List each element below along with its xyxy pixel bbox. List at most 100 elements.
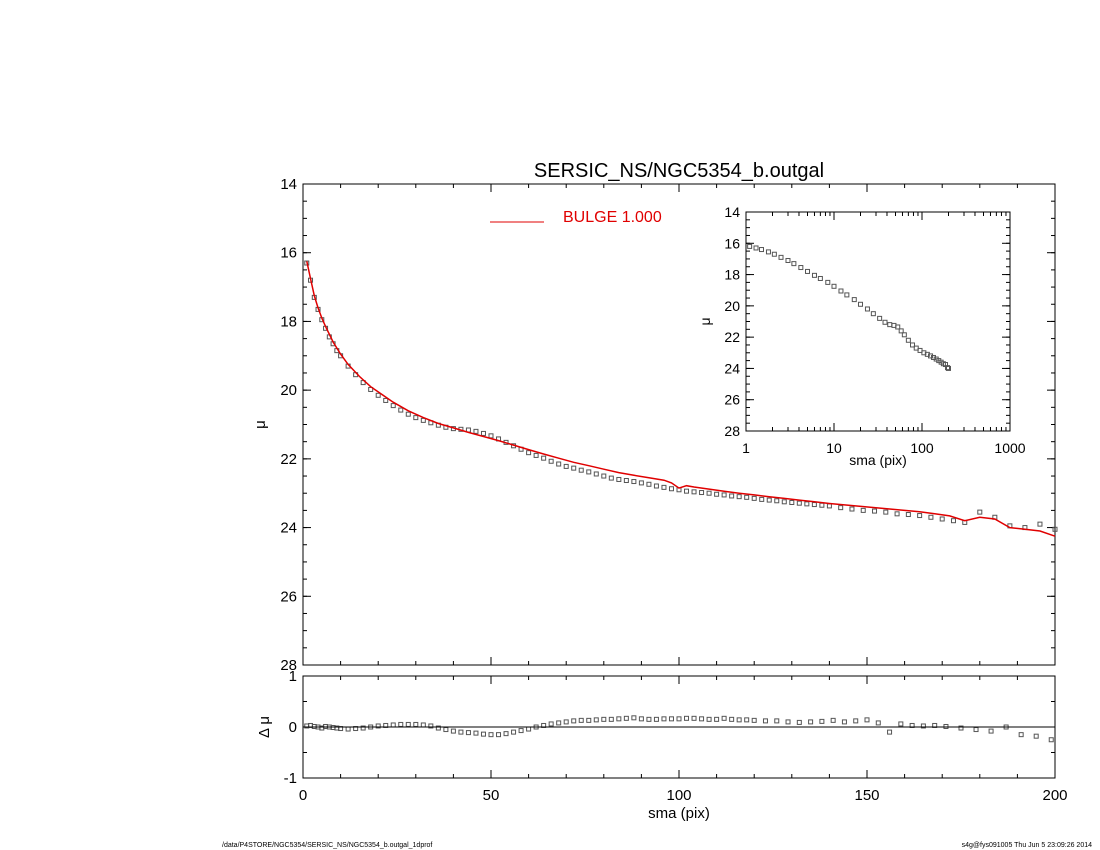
main-data-point [571,465,577,471]
residual-data-point [653,716,659,722]
residual-data-point [405,721,411,727]
main-data-point [872,508,878,514]
residual-ytick-label: 0 [289,719,297,736]
residual-data-point [785,719,791,725]
inset-ytick-label: 26 [724,392,740,408]
inset-data-point [805,268,811,274]
residual-data-point [503,731,509,737]
inset-data-point [851,297,857,303]
main-data-point [917,513,923,519]
residual-data-point [898,721,904,727]
main-data-point [751,495,757,501]
inset-data-point [831,283,837,289]
residual-ytick-label: -1 [284,770,297,787]
residual-data-point [375,723,381,729]
inset-ytick-label: 16 [724,235,740,251]
residual-data-point [988,728,994,734]
main-data-point [977,509,983,515]
residual-data-point [864,717,870,723]
main-data-point [883,509,889,515]
residual-data-point [736,717,742,723]
residual-data-point [691,715,697,721]
main-data-point [526,450,532,456]
main-data-point [706,490,712,496]
main-data-point [473,428,479,434]
main-ytick-label: 28 [280,657,297,674]
residual-data-point [480,731,486,737]
main-data-point [593,471,599,477]
residual-data-point [819,718,825,724]
residual-data-point [808,719,814,725]
legend-label-bulge: BULGE 1.000 [563,209,662,226]
main-data-point [616,476,622,482]
main-data-point [789,499,795,505]
inset-data-point [945,365,951,371]
residual-data-point [473,730,479,736]
residual-data-point [853,718,859,724]
main-data-point [413,415,419,421]
inset-ytick-label: 24 [724,360,740,376]
inset-data-point [765,249,771,255]
inset-data-point [747,243,753,249]
inset-data-point [877,315,883,321]
residual-data-point [796,719,802,725]
main-ytick-label: 22 [280,451,297,468]
main-data-point [849,506,855,512]
inset-ytick-label: 28 [724,423,740,439]
main-ytick-label: 16 [280,245,297,262]
inset-ytick-label: 22 [724,329,740,345]
main-data-point [811,502,817,508]
residual-xlabel: sma (pix) [648,805,710,822]
inset-data-point [771,251,777,257]
residual-data-point [518,728,524,734]
residual-data-point [744,717,750,723]
inset-data-point [945,365,951,371]
residual-data-point [578,717,584,723]
main-data-point [586,469,592,475]
residual-data-point [488,732,494,738]
main-data-point [759,496,765,502]
inset-data-point [857,301,863,307]
residual-data-point [360,725,366,731]
main-data-point [766,497,772,503]
residual-xtick-label: 100 [666,787,691,804]
residual-data-point [428,723,434,729]
inset-data-point [905,337,911,343]
inset-ytick-label: 20 [724,298,740,314]
inset-xtick-label: 10 [826,440,842,456]
main-data-point [721,492,727,498]
main-data-point [556,461,562,467]
residual-data-point [958,725,964,731]
residual-data-point [676,716,682,722]
inset-panel: 14 16 18 20 22 24 26 281 10 100 1000 μ sma (pix) [697,204,1026,468]
main-data-point [804,501,810,507]
main-data-point [383,397,389,403]
residual-data-point [496,732,502,738]
residual-data-point [593,717,599,723]
residual-data-point [1018,732,1024,738]
residual-data-point [875,720,881,726]
main-data-point [304,260,310,266]
residual-data-point [563,719,569,725]
residual-data-point [548,721,554,727]
main-data-point [796,500,802,506]
inset-data-point [844,292,850,298]
main-data-point [390,403,396,409]
main-data-point [1052,526,1058,532]
main-ytick-label: 24 [280,520,297,537]
inset-data-point [901,332,907,338]
main-data-point [601,473,607,479]
residual-data-point [511,729,517,735]
main-data-point [939,516,945,522]
residual-data-point [616,716,622,722]
main-data-point [578,467,584,473]
inset-xtick-label: 1 [742,440,750,456]
residual-xtick-label: 50 [483,787,500,804]
main-data-point [729,493,735,499]
main-data-point [774,498,780,504]
main-data-point [405,411,411,417]
main-data-point [691,489,697,495]
inset-data-point [791,261,797,267]
residual-xtick-label: 0 [299,787,307,804]
